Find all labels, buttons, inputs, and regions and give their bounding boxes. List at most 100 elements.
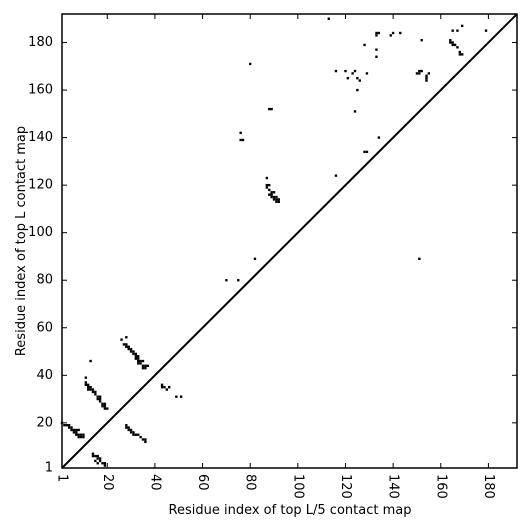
contact-point (353, 110, 357, 113)
contact-point (268, 183, 271, 187)
contact-point (134, 355, 138, 358)
contact-point (101, 462, 104, 465)
contact-point (98, 400, 102, 403)
contact-point (418, 72, 421, 75)
contact-point (89, 385, 92, 389)
x-tick-label: 160 (433, 474, 448, 499)
contact-point (456, 46, 459, 49)
contact-point (96, 395, 99, 398)
contact-point (79, 433, 83, 436)
contact-point (144, 438, 147, 441)
contact-point (175, 395, 178, 398)
contact-point (270, 191, 273, 194)
contact-point (139, 359, 142, 363)
contact-point (94, 390, 97, 394)
contact-point (127, 428, 130, 432)
contact-point (137, 433, 140, 436)
contact-point (365, 150, 369, 154)
contact-point (270, 193, 273, 196)
contact-point (272, 191, 276, 194)
contact-point (363, 43, 366, 47)
contact-point (327, 17, 330, 20)
contact-point (377, 31, 381, 35)
contact-point (84, 381, 88, 384)
contact-point (129, 428, 133, 432)
x-tick-label: 120 (338, 474, 353, 499)
contact-point (134, 433, 138, 436)
contact-point (127, 426, 130, 429)
contact-point (358, 79, 361, 82)
x-tick-label: 40 (147, 474, 162, 491)
y-tick-label: 1 (45, 461, 53, 476)
contact-point (144, 364, 147, 367)
contact-point (270, 195, 273, 199)
x-tick-label: 20 (100, 474, 115, 491)
contact-point (458, 50, 462, 54)
contact-point (67, 424, 71, 427)
contact-point (132, 433, 135, 436)
contact-point (98, 397, 102, 401)
contact-point (82, 433, 85, 436)
contact-point (420, 69, 423, 73)
contact-point (375, 31, 378, 35)
y-tick-label: 160 (28, 83, 53, 98)
contact-point (103, 405, 107, 408)
contact-point (461, 24, 464, 28)
contact-point (449, 41, 452, 44)
y-tick-label: 180 (28, 35, 53, 50)
contact-point (451, 43, 454, 47)
x-axis-title: Residue index of top L/5 contact map (169, 503, 412, 518)
contact-point (249, 62, 252, 66)
contact-point (165, 388, 169, 391)
x-tick-label: 80 (243, 474, 258, 491)
contact-point (365, 72, 369, 75)
contact-point (375, 34, 378, 37)
contact-point (72, 431, 76, 434)
contact-point (179, 395, 183, 398)
contact-point (89, 359, 92, 363)
contact-point (132, 352, 135, 356)
contact-point (82, 435, 85, 439)
contact-point (377, 136, 381, 139)
contact-point (168, 385, 171, 389)
contact-point (84, 383, 88, 386)
contact-point (77, 433, 80, 436)
contact-point (272, 198, 276, 201)
contact-point (103, 464, 107, 467)
contact-point (275, 200, 278, 203)
contact-point (134, 357, 138, 360)
contact-point (125, 345, 128, 348)
y-tick-label: 20 (36, 415, 53, 430)
contact-point (91, 452, 95, 455)
contact-point (89, 388, 92, 391)
y-tick-label: 120 (28, 178, 53, 193)
contact-point (375, 55, 378, 58)
contact-point (277, 198, 280, 201)
contact-point (134, 352, 138, 356)
contact-point (87, 388, 90, 391)
contact-point (346, 76, 350, 80)
x-tick-label: 180 (481, 474, 496, 499)
y-tick-label: 100 (28, 225, 53, 240)
contact-point (268, 188, 271, 192)
contact-point (334, 174, 338, 177)
contact-point (132, 431, 135, 434)
contact-point (72, 428, 76, 432)
y-tick-label: 140 (28, 130, 53, 145)
contact-point (103, 407, 107, 410)
contact-point (63, 424, 66, 427)
contact-point (77, 435, 80, 439)
contact-point (270, 107, 273, 111)
contact-point (77, 428, 80, 432)
contact-point (356, 88, 359, 92)
contact-point (399, 31, 402, 35)
x-tick-label: 140 (386, 474, 401, 499)
contact-point (98, 457, 102, 460)
contact-point (451, 29, 454, 32)
contact-point (272, 195, 276, 199)
contact-point (449, 38, 452, 42)
contact-point (103, 402, 107, 406)
contact-point (239, 131, 242, 135)
contact-point (129, 431, 133, 434)
